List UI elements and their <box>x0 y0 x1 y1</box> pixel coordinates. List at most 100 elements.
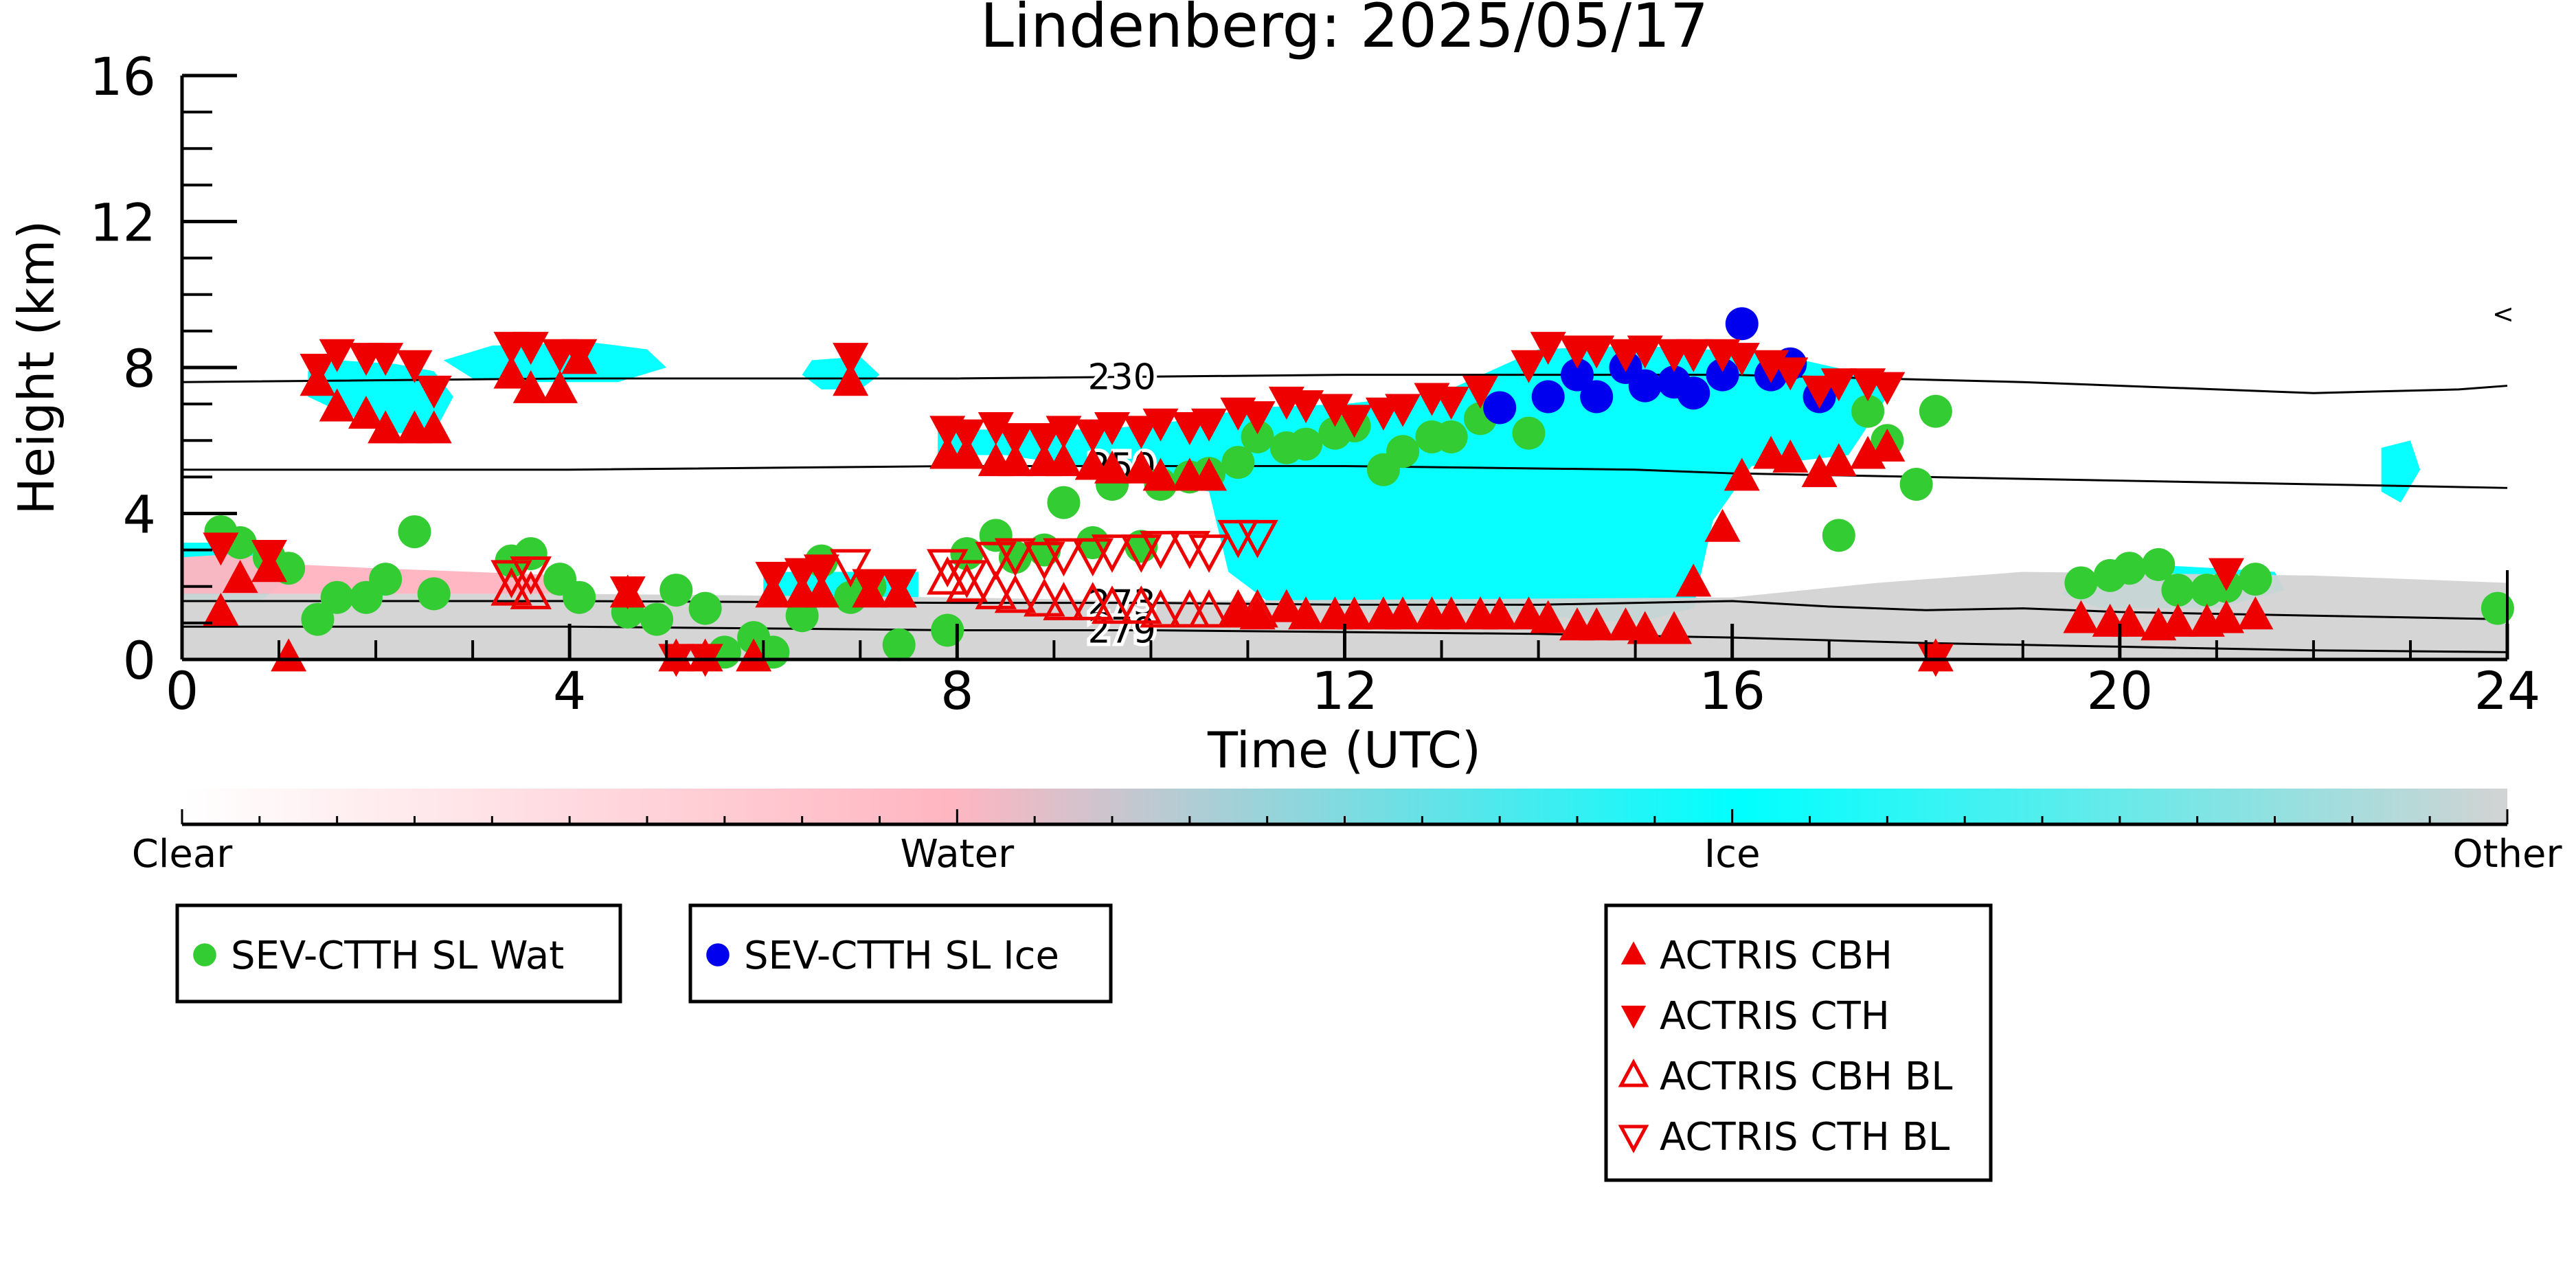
actris-cbh-point <box>2237 596 2274 630</box>
actris-cth-point <box>1869 372 1906 405</box>
legend-frame <box>175 903 622 1004</box>
sev-ctth-sl-wat-point <box>1919 394 1952 428</box>
actris-cth-point <box>1336 405 1372 438</box>
actris-cth-point <box>1046 416 1082 449</box>
actris-cbh-point <box>1675 563 1712 597</box>
x-tick-label: 0 <box>166 660 199 721</box>
actris-cth-point <box>833 343 869 376</box>
legend-marker <box>1618 1125 1649 1153</box>
isotherm-label: 230 <box>1087 357 1155 398</box>
actris-cbh-point <box>1239 596 1276 630</box>
actris-cbh-point <box>319 388 355 422</box>
colorbar-label-clear: Clear <box>132 832 233 877</box>
actris-cth-point <box>1530 332 1566 365</box>
retrieval-markers <box>203 307 2514 677</box>
legend-frame <box>1604 903 1993 1182</box>
sev-ctth-sl-wat-point <box>1386 435 1420 468</box>
actris-cbh-bl-point <box>1236 589 1278 628</box>
sev-ctth-sl-wat-point <box>2142 547 2176 581</box>
actris-cth-bl-point <box>946 560 988 599</box>
colorbar-label-other: Other <box>2452 832 2562 877</box>
actris-cth-point <box>1820 368 1857 402</box>
y-tick-label: 4 <box>123 484 156 545</box>
actris-cth-bl-point <box>994 538 1037 577</box>
actris-cbh-bl-point <box>510 571 552 609</box>
actris-cbh-point <box>271 638 307 672</box>
actris-cth-point <box>609 576 646 610</box>
sev-ctth-sl-wat-point <box>514 536 547 570</box>
sev-ctth-sl-wat-point <box>1899 468 1933 501</box>
actris-cbh-bl-point <box>994 574 1037 613</box>
class-colorbar: Clear Water Ice Other <box>132 789 2562 877</box>
actris-cth-bl-point <box>927 549 969 588</box>
actris-cbh-point <box>736 638 772 672</box>
chart-title: Lindenberg: 2025/05/17 <box>980 0 1708 61</box>
sev-ctth-sl-ice-point <box>1725 307 1759 341</box>
legend-marker <box>1618 1059 1649 1087</box>
actris-cth-point <box>1801 375 1838 409</box>
x-axis-label: Time (UTC) <box>1207 721 1481 779</box>
actris-cth-bl-point <box>975 541 1017 580</box>
actris-cbh-point <box>348 396 384 429</box>
actris-cth-point <box>300 354 336 387</box>
sev-ctth-sl-wat-point <box>398 515 431 549</box>
sev-ctth-sl-wat-point <box>320 580 354 614</box>
sev-ctth-sl-wat-point <box>931 613 964 647</box>
actris-cbh-point <box>1801 454 1838 488</box>
actris-cth-point <box>997 422 1033 456</box>
y-tick-label: 16 <box>89 46 156 107</box>
actris-cth-point <box>1317 394 1353 427</box>
legend-box: SEV-CTTH SL Wat <box>175 903 622 1004</box>
sev-ctth-sl-ice-point <box>1677 376 1710 410</box>
actris-cbh-bl-point <box>1072 582 1114 620</box>
y-axis-label: Height (km) <box>8 221 65 515</box>
actris-cth-point <box>1772 357 1809 391</box>
actris-cth-point <box>561 339 598 372</box>
actris-cbh-point <box>1704 508 1741 542</box>
actris-cth-point <box>1579 335 1615 369</box>
actris-cbh-point <box>1656 611 1693 644</box>
actris-cbh-bl-point <box>490 567 532 606</box>
cloud-region-ice <box>2381 440 2421 503</box>
legend-label: SEV-CTTH SL Ice <box>744 934 1059 978</box>
actris-cth-point <box>1433 386 1469 420</box>
actris-cbh-bl-point <box>946 563 988 602</box>
actris-cth-point <box>1724 343 1760 376</box>
actris-cth-bl-point <box>829 549 872 588</box>
actris-cth-point <box>251 539 287 573</box>
actris-cth-point <box>1239 401 1276 435</box>
actris-cth-point <box>1142 408 1179 442</box>
actris-cbh-point <box>512 370 549 403</box>
isotherm-label: 279 <box>1087 611 1155 652</box>
actris-cth-point <box>1191 408 1228 442</box>
actris-cth-point <box>2208 558 2244 591</box>
actris-cbh-point <box>493 355 530 389</box>
actris-cbh-point <box>1336 596 1372 630</box>
actris-cth-point <box>1123 416 1160 449</box>
actris-cbh-bl-point <box>1140 589 1182 628</box>
y-tick-label: 12 <box>89 192 156 253</box>
actris-cbh-point <box>416 410 452 444</box>
actris-cth-point <box>416 375 452 409</box>
legend-label: ACTRIS CBH <box>1660 934 1893 978</box>
actris-cbh-point <box>997 443 1033 477</box>
sev-ctth-sl-wat-point <box>417 577 451 611</box>
sev-ctth-sl-wat-point <box>998 541 1032 574</box>
actris-cth-point <box>368 343 404 376</box>
cloud-region-ice <box>938 346 1888 623</box>
sev-ctth-sl-wat-point <box>1221 446 1255 479</box>
sev-ctth-sl-wat-point <box>882 628 916 662</box>
sev-ctth-sl-wat-point <box>1512 416 1546 450</box>
actris-cbh-bl-point <box>975 571 1017 609</box>
actris-cth-bl-point <box>1140 530 1182 569</box>
legend-label: ACTRIS CBH BL <box>1660 1054 1952 1099</box>
actris-cth-point <box>1074 419 1111 453</box>
sev-ctth-sl-ice-point <box>1531 380 1565 414</box>
actris-cbh-point <box>2063 600 2099 633</box>
actris-cth-point <box>1675 339 1712 372</box>
actris-cth-bl-point <box>510 556 552 595</box>
actris-cbh-point <box>1094 450 1130 484</box>
actris-cbh-point <box>1627 611 1663 644</box>
sev-ctth-sl-ice-point <box>1580 380 1614 414</box>
actris-cth-point <box>1385 394 1421 427</box>
